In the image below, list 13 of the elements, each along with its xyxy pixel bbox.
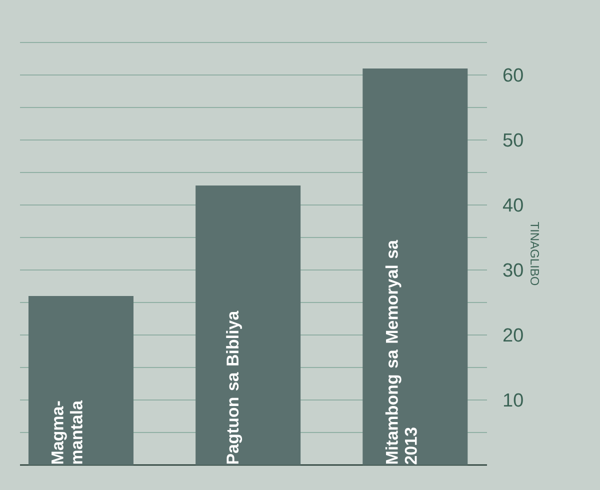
x-tick-label: Mitambong sa Memoryal sa 2013	[385, 240, 417, 464]
y-tick-label: 50	[503, 133, 523, 147]
y-tick-label: 20	[503, 328, 523, 342]
x-tick-label: Magma-mantala	[52, 400, 82, 464]
y-tick-label: 30	[503, 263, 523, 277]
y-tick-label: 60	[503, 68, 523, 82]
bar	[196, 185, 301, 465]
bar	[28, 296, 134, 465]
y-tick-label: 10	[504, 393, 523, 407]
bar	[362, 68, 468, 465]
x-tick-label: Pagtuon sa Bibliya	[226, 310, 242, 464]
y-axis-title: TINAGLIBO	[530, 222, 540, 286]
y-tick-label: 40	[502, 198, 523, 212]
